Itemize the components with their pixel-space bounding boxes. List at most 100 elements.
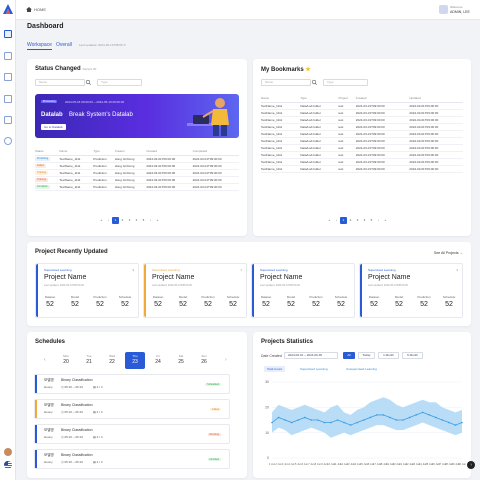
- 6-month-button[interactable]: 6 Month: [402, 352, 423, 359]
- table-row[interactable]: TestName_1111 Data/Lab folder test 2024-03-…: [261, 137, 463, 145]
- pager-item[interactable]: ‹: [108, 218, 109, 222]
- calendar-day[interactable]: Tue 21: [79, 352, 99, 369]
- pager-item[interactable]: ›: [378, 218, 379, 222]
- database-icon[interactable]: [4, 116, 12, 124]
- data-point[interactable]: [336, 419, 339, 421]
- pager-item[interactable]: 2: [349, 218, 352, 222]
- project-card[interactable]: Supervised Learning 3 Project Name Last upd…: [35, 263, 139, 318]
- calendar-day[interactable]: Thu 23: [125, 352, 145, 369]
- project-card[interactable]: Supervised Learning 3 Project Name Last upd…: [359, 263, 463, 318]
- table-row[interactable]: TestName_1111 Data/Lab folder test 2024-03-…: [261, 151, 463, 159]
- pager-item[interactable]: 3: [356, 218, 359, 222]
- date-range-input[interactable]: 2024-06-01 ~ 2024-06-30: [284, 352, 338, 359]
- tab-supervised[interactable]: Supervised Learning: [300, 367, 328, 371]
- settings-icon[interactable]: [4, 137, 12, 145]
- project-card[interactable]: Supervised Learning 7 Project Name Last upd…: [143, 263, 247, 318]
- data-point[interactable]: [389, 416, 391, 419]
- search-icon[interactable]: [85, 79, 92, 86]
- data-point[interactable]: [448, 421, 450, 424]
- tab-workspace[interactable]: Workspace: [27, 42, 52, 50]
- pager-item[interactable]: »: [156, 218, 159, 222]
- pager-item[interactable]: 4: [135, 218, 138, 222]
- pager-item[interactable]: 5: [370, 218, 373, 222]
- data-point[interactable]: [395, 419, 398, 421]
- table-row[interactable]: TestName_1111 Data/Lab folder test 2024-03-…: [261, 109, 463, 117]
- data-point[interactable]: [317, 419, 319, 421]
- calendar-day[interactable]: Wed 22: [102, 352, 122, 369]
- 1-month-button[interactable]: 1 Month: [378, 352, 399, 359]
- tab-total-count[interactable]: Total Count: [264, 366, 286, 372]
- data-point[interactable]: [271, 421, 273, 424]
- calendar-day[interactable]: Sun 26: [194, 352, 214, 369]
- tab-overall[interactable]: Overall: [56, 42, 72, 48]
- table-row[interactable]: TestName_1111 Data/Lab folder test 2024-03-…: [261, 130, 463, 138]
- pager-item[interactable]: «: [328, 218, 331, 222]
- schedule-item[interactable]: 모델명 Binary Classification Hoony ◷ 05:10 ~ 0…: [34, 449, 230, 469]
- see-all-projects-link[interactable]: See All Projects →: [434, 251, 463, 255]
- table-row[interactable]: Complete TestName_1111 Prediction Hong Gil …: [35, 183, 239, 191]
- home-link[interactable]: HOME: [34, 7, 46, 12]
- schedule-item[interactable]: 모델명 Binary Classification Hoony ◷ 05:10 ~ 0…: [34, 424, 230, 444]
- table-row[interactable]: Predicting TestName_1111 Prediction Hong Gi…: [35, 155, 239, 163]
- data-point[interactable]: [369, 416, 372, 419]
- data-point[interactable]: [421, 411, 424, 414]
- schedule-item[interactable]: 모델명 Binary Classification Hoony ◷ 05:10 ~ 0…: [34, 374, 230, 394]
- data-point[interactable]: [362, 419, 365, 421]
- today-button[interactable]: Today: [358, 352, 375, 359]
- data-point[interactable]: [356, 421, 358, 424]
- data-point[interactable]: [382, 414, 385, 416]
- data-point[interactable]: [310, 419, 313, 421]
- all-button[interactable]: All: [343, 352, 355, 359]
- table-row[interactable]: TestName_1111 Data/Lab folder test 2024-03-…: [261, 102, 463, 110]
- calendar-day[interactable]: Mon 20: [56, 352, 76, 369]
- pager-item[interactable]: 3: [128, 218, 131, 222]
- bookmark-type-select[interactable]: Type: [323, 79, 368, 86]
- folder-icon[interactable]: [4, 52, 12, 60]
- project-card[interactable]: Supervised Learning Project Name Last upda…: [251, 263, 355, 318]
- data-point[interactable]: [290, 421, 293, 424]
- table-row[interactable]: Training TestName_1111 Prediction Hong Gil …: [35, 169, 239, 177]
- data-point[interactable]: [343, 421, 345, 424]
- go-to-datalab-button[interactable]: Go to Datalab: [41, 124, 66, 130]
- status-type-select[interactable]: Type: [97, 79, 142, 86]
- table-row[interactable]: Training TestName_1111 Prediction Hong Gil …: [35, 176, 239, 184]
- pager-item[interactable]: 1: [112, 217, 119, 224]
- data-point[interactable]: [441, 419, 444, 421]
- pager-item[interactable]: 1: [340, 217, 347, 224]
- data-point[interactable]: [297, 419, 300, 421]
- pager-item[interactable]: ›: [150, 218, 151, 222]
- data-point[interactable]: [330, 421, 332, 424]
- schedule-item[interactable]: 모델명 Binary Classification Hoony ◷ 05:10 ~ 0…: [34, 399, 230, 419]
- data-point[interactable]: [376, 414, 378, 416]
- pager-item[interactable]: 4: [363, 218, 366, 222]
- table-row[interactable]: TestName_1111 Data/Lab folder test 2024-03-…: [261, 158, 463, 166]
- flag-icon[interactable]: [4, 461, 12, 469]
- monitor-icon[interactable]: [4, 30, 12, 38]
- data-point[interactable]: [349, 424, 352, 426]
- data-point[interactable]: [408, 416, 411, 419]
- data-point[interactable]: [303, 416, 306, 419]
- table-row[interactable]: TestName_1111 Data/Lab folder test 2024-03-…: [261, 116, 463, 124]
- data-point[interactable]: [277, 416, 280, 419]
- user-avatar[interactable]: [439, 5, 448, 14]
- status-search-input[interactable]: Name: [35, 79, 85, 86]
- data-point[interactable]: [284, 419, 286, 421]
- calendar-day[interactable]: Sat 25: [171, 352, 191, 369]
- table-row[interactable]: TestName_1111 Data/Lab folder test 2024-03-…: [261, 165, 463, 173]
- data-point[interactable]: [434, 416, 437, 419]
- layers-icon[interactable]: [4, 95, 12, 103]
- data-point[interactable]: [428, 414, 431, 416]
- table-row[interactable]: TestName_1111 Data/Lab folder test 2024-03-…: [261, 123, 463, 131]
- grid-icon[interactable]: [4, 73, 12, 81]
- bookmark-search-input[interactable]: Name: [261, 79, 311, 86]
- search-icon[interactable]: [311, 79, 318, 86]
- table-row[interactable]: Failed TestName_1111 Prediction Hong Gil Do…: [35, 162, 239, 170]
- calendar-day[interactable]: Fri 24: [148, 352, 168, 369]
- data-point[interactable]: [461, 421, 463, 424]
- user-name[interactable]: ADMIN, LEE: [450, 10, 470, 14]
- tab-unsupervised[interactable]: Unsupervised Learning: [346, 367, 377, 371]
- home-icon[interactable]: [26, 7, 32, 12]
- next-week-icon[interactable]: ›: [225, 357, 227, 363]
- data-point[interactable]: [415, 414, 417, 416]
- table-row[interactable]: TestName_1111 Data/Lab folder test 2024-03-…: [261, 144, 463, 152]
